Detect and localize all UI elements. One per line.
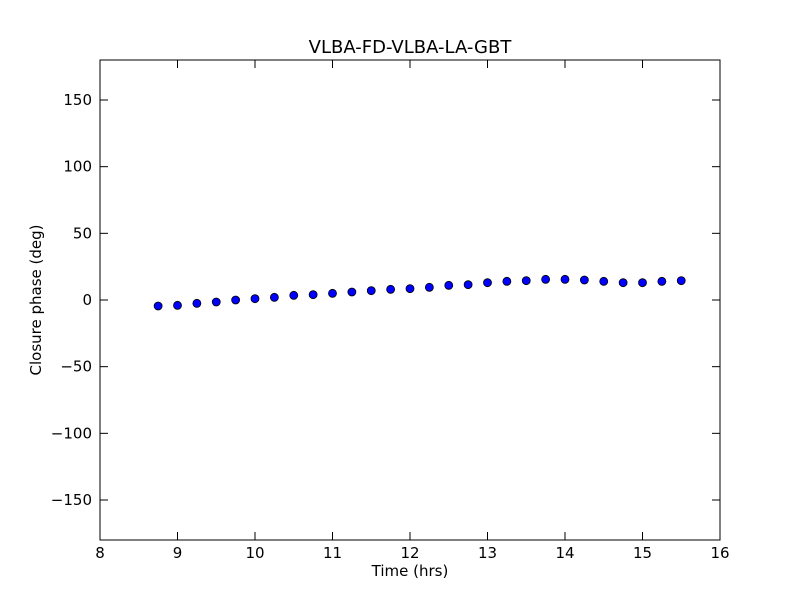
data-point (386, 284, 396, 294)
x-tick-label: 11 (323, 544, 342, 562)
data-point (328, 288, 337, 298)
y-tick-label: −150 (51, 491, 92, 509)
data-point (638, 278, 647, 288)
data-point (424, 282, 434, 292)
data-point (250, 294, 260, 304)
x-axis-label: Time (hrs) (371, 562, 449, 580)
y-tick-label: 150 (63, 91, 92, 109)
data-point (192, 298, 202, 308)
x-tick-label: 8 (95, 544, 105, 562)
data-point (173, 300, 182, 310)
data-point (444, 280, 454, 290)
data-point (618, 278, 628, 288)
x-tick-label: 9 (173, 544, 183, 562)
chart-title: VLBA-FD-VLBA-LA-GBT (309, 37, 513, 58)
x-tick-label: 10 (245, 544, 264, 562)
data-point (211, 297, 221, 307)
data-point (269, 292, 279, 302)
data-point (502, 276, 512, 286)
axis-ticks: 8 9 10 11 12 13 14 15 16 −150 −100 −50 0 50 100 150 (51, 60, 730, 562)
x-tick-label: 14 (555, 544, 574, 562)
y-tick-label: 50 (73, 224, 92, 242)
data-point (347, 287, 357, 297)
data-point (289, 290, 299, 300)
data-point (405, 284, 415, 294)
x-tick-label: 16 (710, 544, 729, 562)
data-point (541, 274, 551, 284)
y-tick-label: 0 (82, 291, 92, 309)
data-point (366, 286, 376, 296)
data-point (153, 301, 163, 311)
data-points (153, 274, 686, 311)
data-point (463, 280, 473, 290)
data-point (657, 276, 667, 286)
plot-frame (99, 59, 721, 541)
data-point (676, 276, 686, 286)
y-tick-label: −100 (51, 424, 92, 442)
data-point (231, 295, 241, 305)
x-tick-label: 15 (633, 544, 652, 562)
x-tick-label: 12 (400, 544, 419, 562)
data-point (483, 278, 492, 288)
data-point (599, 276, 609, 286)
y-tick-label: −50 (60, 358, 92, 376)
y-tick-label: 100 (63, 158, 92, 176)
x-tick-label: 13 (478, 544, 497, 562)
y-axis-label: Closure phase (deg) (27, 225, 45, 376)
data-point (579, 275, 589, 285)
data-point (560, 274, 570, 284)
data-point (521, 276, 531, 286)
data-point (308, 290, 318, 300)
